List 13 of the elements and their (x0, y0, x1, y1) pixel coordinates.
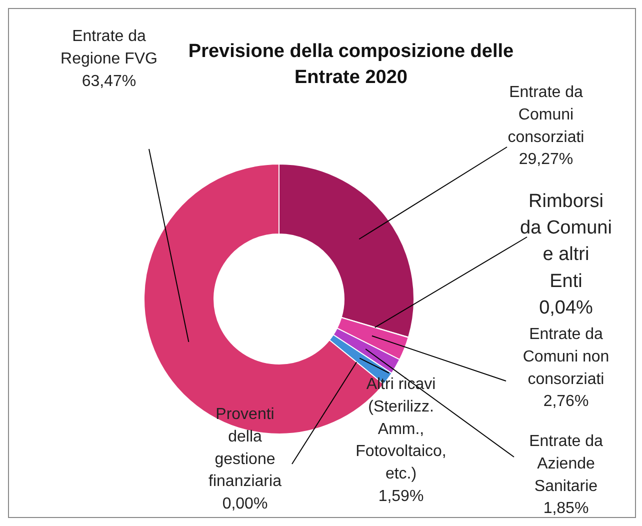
slice-label: Entrate da Comuni non consorziati (522, 326, 610, 388)
data-label: 0,04% (539, 297, 594, 318)
slice-label: Entrate da Aziende Sanitarie (529, 433, 604, 495)
category-label: Proventi della gestione finanziaria (208, 406, 282, 490)
text: 0,00% (222, 496, 268, 513)
slice-label: Rimborsi da Comuni e altri Enti (520, 191, 612, 292)
slice-label: Entrate da Comuni consorziati (508, 84, 584, 146)
data-label: 2,76% (543, 393, 589, 410)
slice-label: Entrate da Regione FVG (60, 28, 158, 68)
data-label: 1,85% (543, 500, 589, 518)
data-label: 63,47% (82, 72, 136, 90)
data-label: 29,27% (518, 151, 574, 168)
data-label: 1,59% (378, 488, 424, 505)
